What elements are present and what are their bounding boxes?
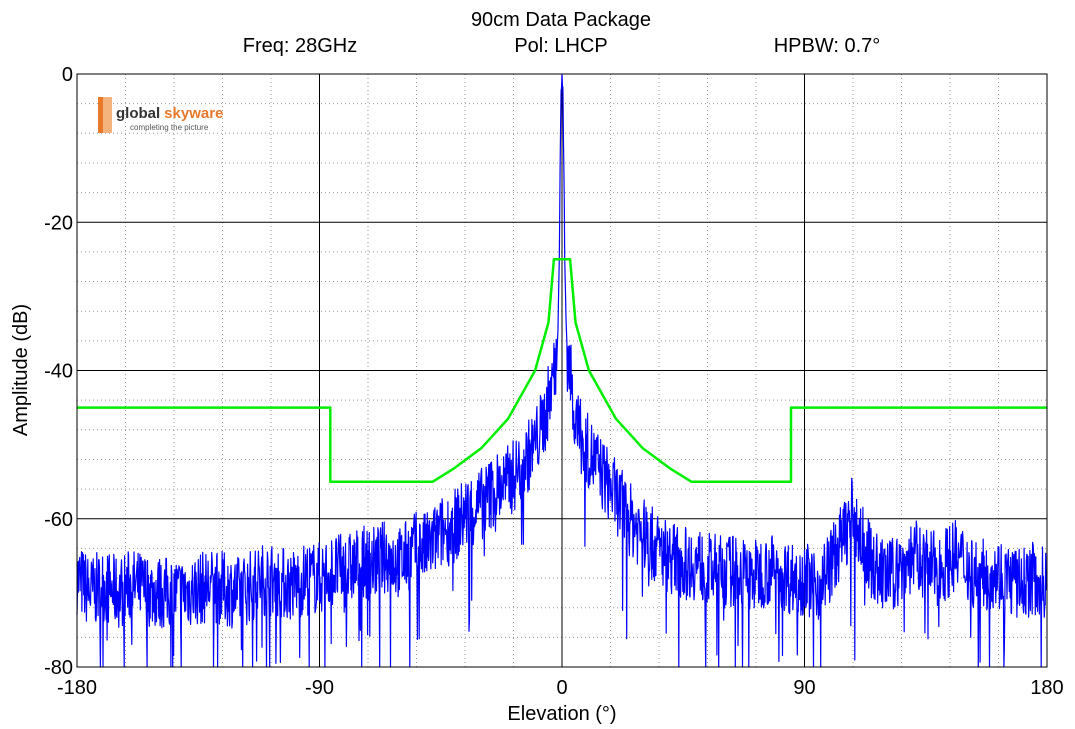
mask-line (77, 258, 1047, 483)
logo-mark-highlight-icon (103, 97, 112, 133)
x-axis-label: Elevation (°) (507, 703, 616, 725)
x-tick-label: -180 (57, 677, 97, 699)
logo-word-skyware: skyware (164, 105, 223, 122)
x-tick-label: 0 (556, 677, 567, 699)
y-tick-label: -20 (44, 212, 73, 234)
hpbw-label: HPBW: 0.7° (774, 35, 881, 57)
x-tick-labels: -180 -90 0 90 180 (57, 677, 1064, 699)
y-tick-label: -40 (44, 361, 73, 383)
frequency-label: Freq: 28GHz (243, 35, 357, 57)
x-tick-label: -90 (305, 677, 334, 699)
x-tick-label: 180 (1030, 677, 1063, 699)
chart-title: 90cm Data Package (471, 9, 651, 31)
y-tick-label: -60 (44, 509, 73, 531)
y-tick-labels: 0 -20 -40 -60 -80 (44, 64, 73, 679)
logo-word-global: global (116, 105, 160, 122)
logo-tagline: completing the picture (130, 123, 209, 132)
x-tick-label: 90 (793, 677, 815, 699)
global-skyware-logo: global skyware completing the picture (98, 97, 223, 133)
y-tick-label: 0 (62, 64, 73, 86)
polarization-label: Pol: LHCP (514, 35, 607, 57)
y-tick-label: -80 (44, 657, 73, 679)
y-axis-label: Amplitude (dB) (10, 304, 32, 436)
plot-frame (76, 73, 1048, 668)
